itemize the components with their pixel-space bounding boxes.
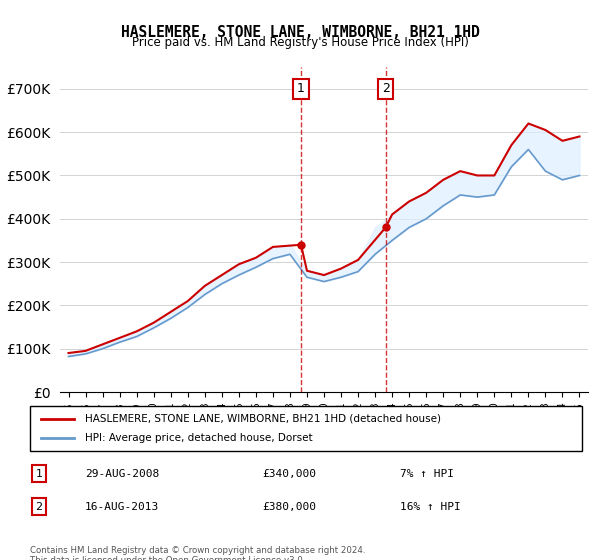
Text: HASLEMERE, STONE LANE, WIMBORNE, BH21 1HD: HASLEMERE, STONE LANE, WIMBORNE, BH21 1H…	[121, 25, 479, 40]
Text: 1: 1	[297, 82, 305, 95]
Text: 2: 2	[35, 502, 43, 511]
Text: HPI: Average price, detached house, Dorset: HPI: Average price, detached house, Dors…	[85, 433, 313, 444]
Text: HASLEMERE, STONE LANE, WIMBORNE, BH21 1HD (detached house): HASLEMERE, STONE LANE, WIMBORNE, BH21 1H…	[85, 413, 441, 423]
Text: 1: 1	[35, 469, 43, 479]
Text: 29-AUG-2008: 29-AUG-2008	[85, 469, 160, 479]
Text: £380,000: £380,000	[262, 502, 316, 511]
Text: 7% ↑ HPI: 7% ↑ HPI	[400, 469, 454, 479]
Text: 16% ↑ HPI: 16% ↑ HPI	[400, 502, 461, 511]
Text: £340,000: £340,000	[262, 469, 316, 479]
Text: 2: 2	[382, 82, 389, 95]
Text: Contains HM Land Registry data © Crown copyright and database right 2024.
This d: Contains HM Land Registry data © Crown c…	[30, 546, 365, 560]
FancyBboxPatch shape	[30, 406, 582, 451]
Text: Price paid vs. HM Land Registry's House Price Index (HPI): Price paid vs. HM Land Registry's House …	[131, 36, 469, 49]
Text: 16-AUG-2013: 16-AUG-2013	[85, 502, 160, 511]
